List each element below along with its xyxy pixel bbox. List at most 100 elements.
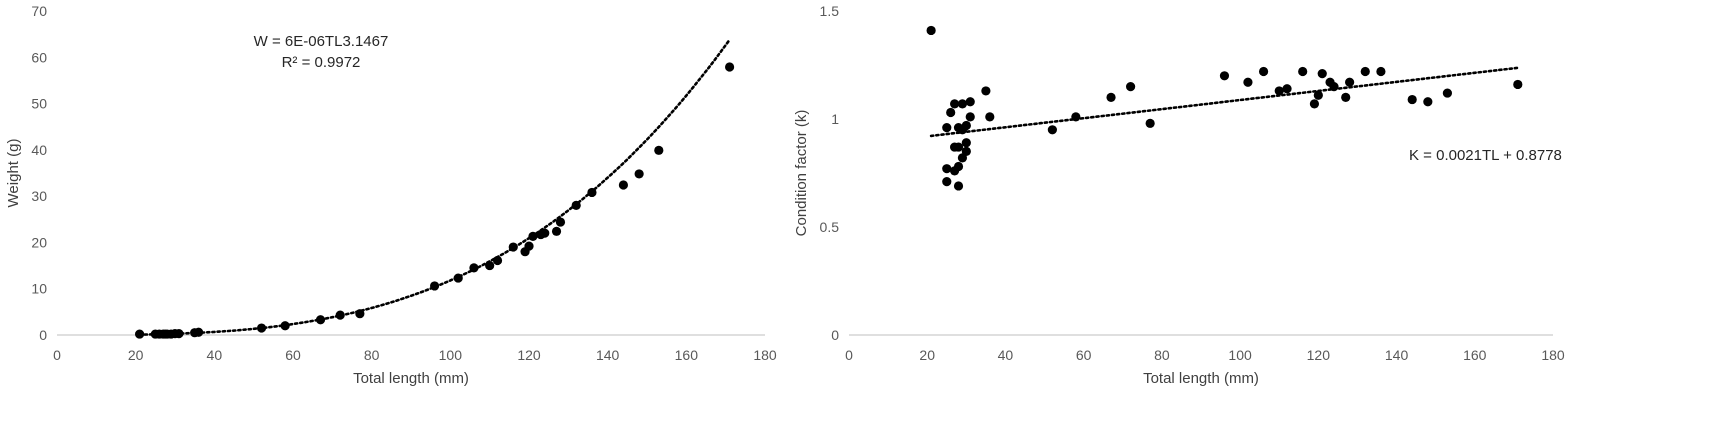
data-point <box>985 112 995 122</box>
data-point <box>1345 77 1355 87</box>
data-point <box>174 329 184 339</box>
data-point <box>1106 92 1116 102</box>
data-point <box>194 327 204 337</box>
data-point <box>618 180 629 190</box>
data-point <box>485 260 495 271</box>
data-point <box>981 86 991 96</box>
y-tick-label: 1.5 <box>820 3 840 19</box>
x-tick-label: 120 <box>1307 347 1331 363</box>
data-point <box>1047 125 1057 135</box>
data-point <box>953 181 964 191</box>
y-tick-label: 0 <box>831 327 839 343</box>
data-point <box>1071 112 1081 122</box>
data-point <box>634 169 644 179</box>
y-tick-label: 20 <box>31 234 47 250</box>
x-tick-label: 180 <box>1541 347 1565 363</box>
data-point <box>469 263 479 273</box>
x-tick-label: 40 <box>998 347 1014 363</box>
data-point <box>315 315 326 325</box>
data-point <box>1341 92 1351 102</box>
data-point <box>1219 71 1230 81</box>
data-point <box>654 145 664 155</box>
y-tick-label: 0.5 <box>820 219 840 235</box>
data-point <box>453 273 463 283</box>
data-point <box>942 177 952 187</box>
data-point <box>355 309 365 319</box>
x-tick-label: 0 <box>53 347 61 363</box>
x-tick-label: 120 <box>517 347 541 363</box>
x-tick-label: 60 <box>285 347 301 363</box>
equation-label: R² = 0.9972 <box>282 54 361 71</box>
data-point <box>957 99 968 109</box>
data-point <box>1145 118 1155 128</box>
y-tick-label: 1 <box>831 111 839 127</box>
data-point <box>1258 66 1269 77</box>
data-point <box>953 161 964 172</box>
data-point <box>551 226 562 236</box>
x-tick-label: 140 <box>596 347 620 363</box>
data-point <box>950 99 960 109</box>
data-point <box>135 329 145 339</box>
data-point <box>335 310 345 320</box>
x-tick-label: 20 <box>919 347 935 363</box>
data-point <box>280 321 290 331</box>
data-point <box>961 120 971 131</box>
data-point <box>1274 86 1284 96</box>
equation-label: W = 6E-06TL3.1467 <box>254 33 389 50</box>
x-tick-label: 140 <box>1385 347 1409 363</box>
data-point <box>256 323 267 333</box>
x-tick-label: 80 <box>1154 347 1170 363</box>
data-point <box>725 62 735 72</box>
data-point <box>1407 94 1417 105</box>
data-point <box>1313 90 1323 100</box>
data-point <box>1329 82 1339 92</box>
data-point <box>1376 66 1386 77</box>
x-tick-label: 100 <box>439 347 463 363</box>
data-point <box>942 164 952 174</box>
x-tick-label: 180 <box>753 347 777 363</box>
data-point <box>1126 82 1136 92</box>
x-tick-label: 160 <box>675 347 699 363</box>
data-point <box>1423 97 1433 107</box>
y-tick-label: 40 <box>31 142 47 158</box>
y-tick-label: 60 <box>31 49 47 65</box>
x-tick-label: 60 <box>1076 347 1092 363</box>
y-axis-title: Condition factor (k) <box>793 110 810 237</box>
data-point <box>1442 88 1452 98</box>
equation-label: K = 0.0021TL + 0.8778 <box>1409 147 1562 164</box>
data-point <box>1360 66 1370 77</box>
data-point <box>587 187 597 198</box>
data-point <box>528 231 538 242</box>
data-point <box>1243 77 1253 87</box>
y-tick-label: 70 <box>31 3 47 19</box>
data-point <box>965 97 975 107</box>
data-point <box>430 281 440 291</box>
y-axis-title: Weight (g) <box>5 139 22 208</box>
y-tick-label: 0 <box>39 327 47 343</box>
y-tick-label: 10 <box>31 281 47 297</box>
data-point <box>953 142 964 152</box>
data-point <box>524 241 534 251</box>
x-axis-title: Total length (mm) <box>1143 370 1259 387</box>
x-tick-label: 40 <box>207 347 223 363</box>
data-point <box>540 228 550 238</box>
x-tick-label: 80 <box>364 347 380 363</box>
data-point <box>555 217 566 227</box>
data-point <box>1309 99 1320 109</box>
y-tick-label: 30 <box>31 188 47 204</box>
data-point <box>946 107 956 118</box>
trendline <box>929 66 1520 138</box>
data-point <box>492 255 503 266</box>
x-tick-label: 100 <box>1228 347 1252 363</box>
data-point <box>942 123 952 133</box>
y-tick-label: 50 <box>31 96 47 112</box>
data-point <box>1513 79 1523 90</box>
x-tick-label: 160 <box>1463 347 1487 363</box>
data-point <box>965 112 975 122</box>
data-point <box>961 138 971 148</box>
x-axis-title: Total length (mm) <box>353 370 469 387</box>
data-point <box>571 200 581 210</box>
x-tick-label: 20 <box>128 347 144 363</box>
data-point <box>926 25 936 36</box>
